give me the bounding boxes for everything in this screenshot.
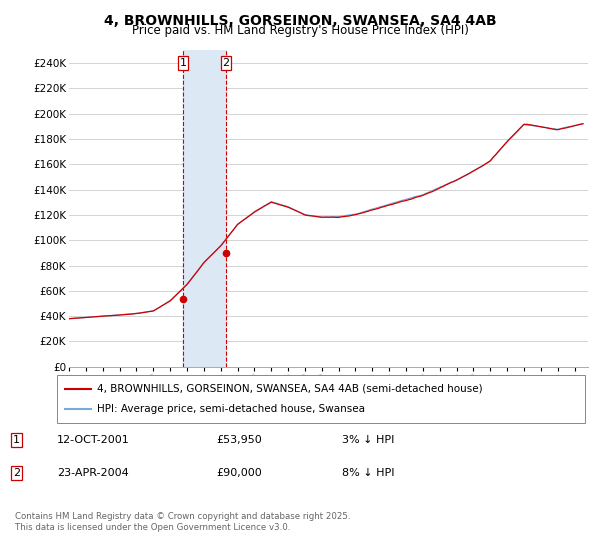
Text: 1: 1	[13, 435, 20, 445]
Text: 1: 1	[180, 58, 187, 68]
Text: £90,000: £90,000	[216, 468, 262, 478]
Text: 3% ↓ HPI: 3% ↓ HPI	[342, 435, 394, 445]
Text: HPI: Average price, semi-detached house, Swansea: HPI: Average price, semi-detached house,…	[97, 404, 365, 414]
Text: 2: 2	[13, 468, 20, 478]
Text: 23-APR-2004: 23-APR-2004	[57, 468, 129, 478]
FancyBboxPatch shape	[57, 375, 585, 423]
Text: 4, BROWNHILLS, GORSEINON, SWANSEA, SA4 4AB (semi-detached house): 4, BROWNHILLS, GORSEINON, SWANSEA, SA4 4…	[97, 384, 482, 394]
Text: 12-OCT-2001: 12-OCT-2001	[57, 435, 130, 445]
Text: Price paid vs. HM Land Registry's House Price Index (HPI): Price paid vs. HM Land Registry's House …	[131, 24, 469, 37]
Text: 4, BROWNHILLS, GORSEINON, SWANSEA, SA4 4AB: 4, BROWNHILLS, GORSEINON, SWANSEA, SA4 4…	[104, 14, 496, 28]
Text: £53,950: £53,950	[216, 435, 262, 445]
Bar	[183, 50, 226, 367]
Text: Contains HM Land Registry data © Crown copyright and database right 2025.
This d: Contains HM Land Registry data © Crown c…	[15, 512, 350, 532]
Text: 2: 2	[223, 58, 229, 68]
Text: 8% ↓ HPI: 8% ↓ HPI	[342, 468, 395, 478]
